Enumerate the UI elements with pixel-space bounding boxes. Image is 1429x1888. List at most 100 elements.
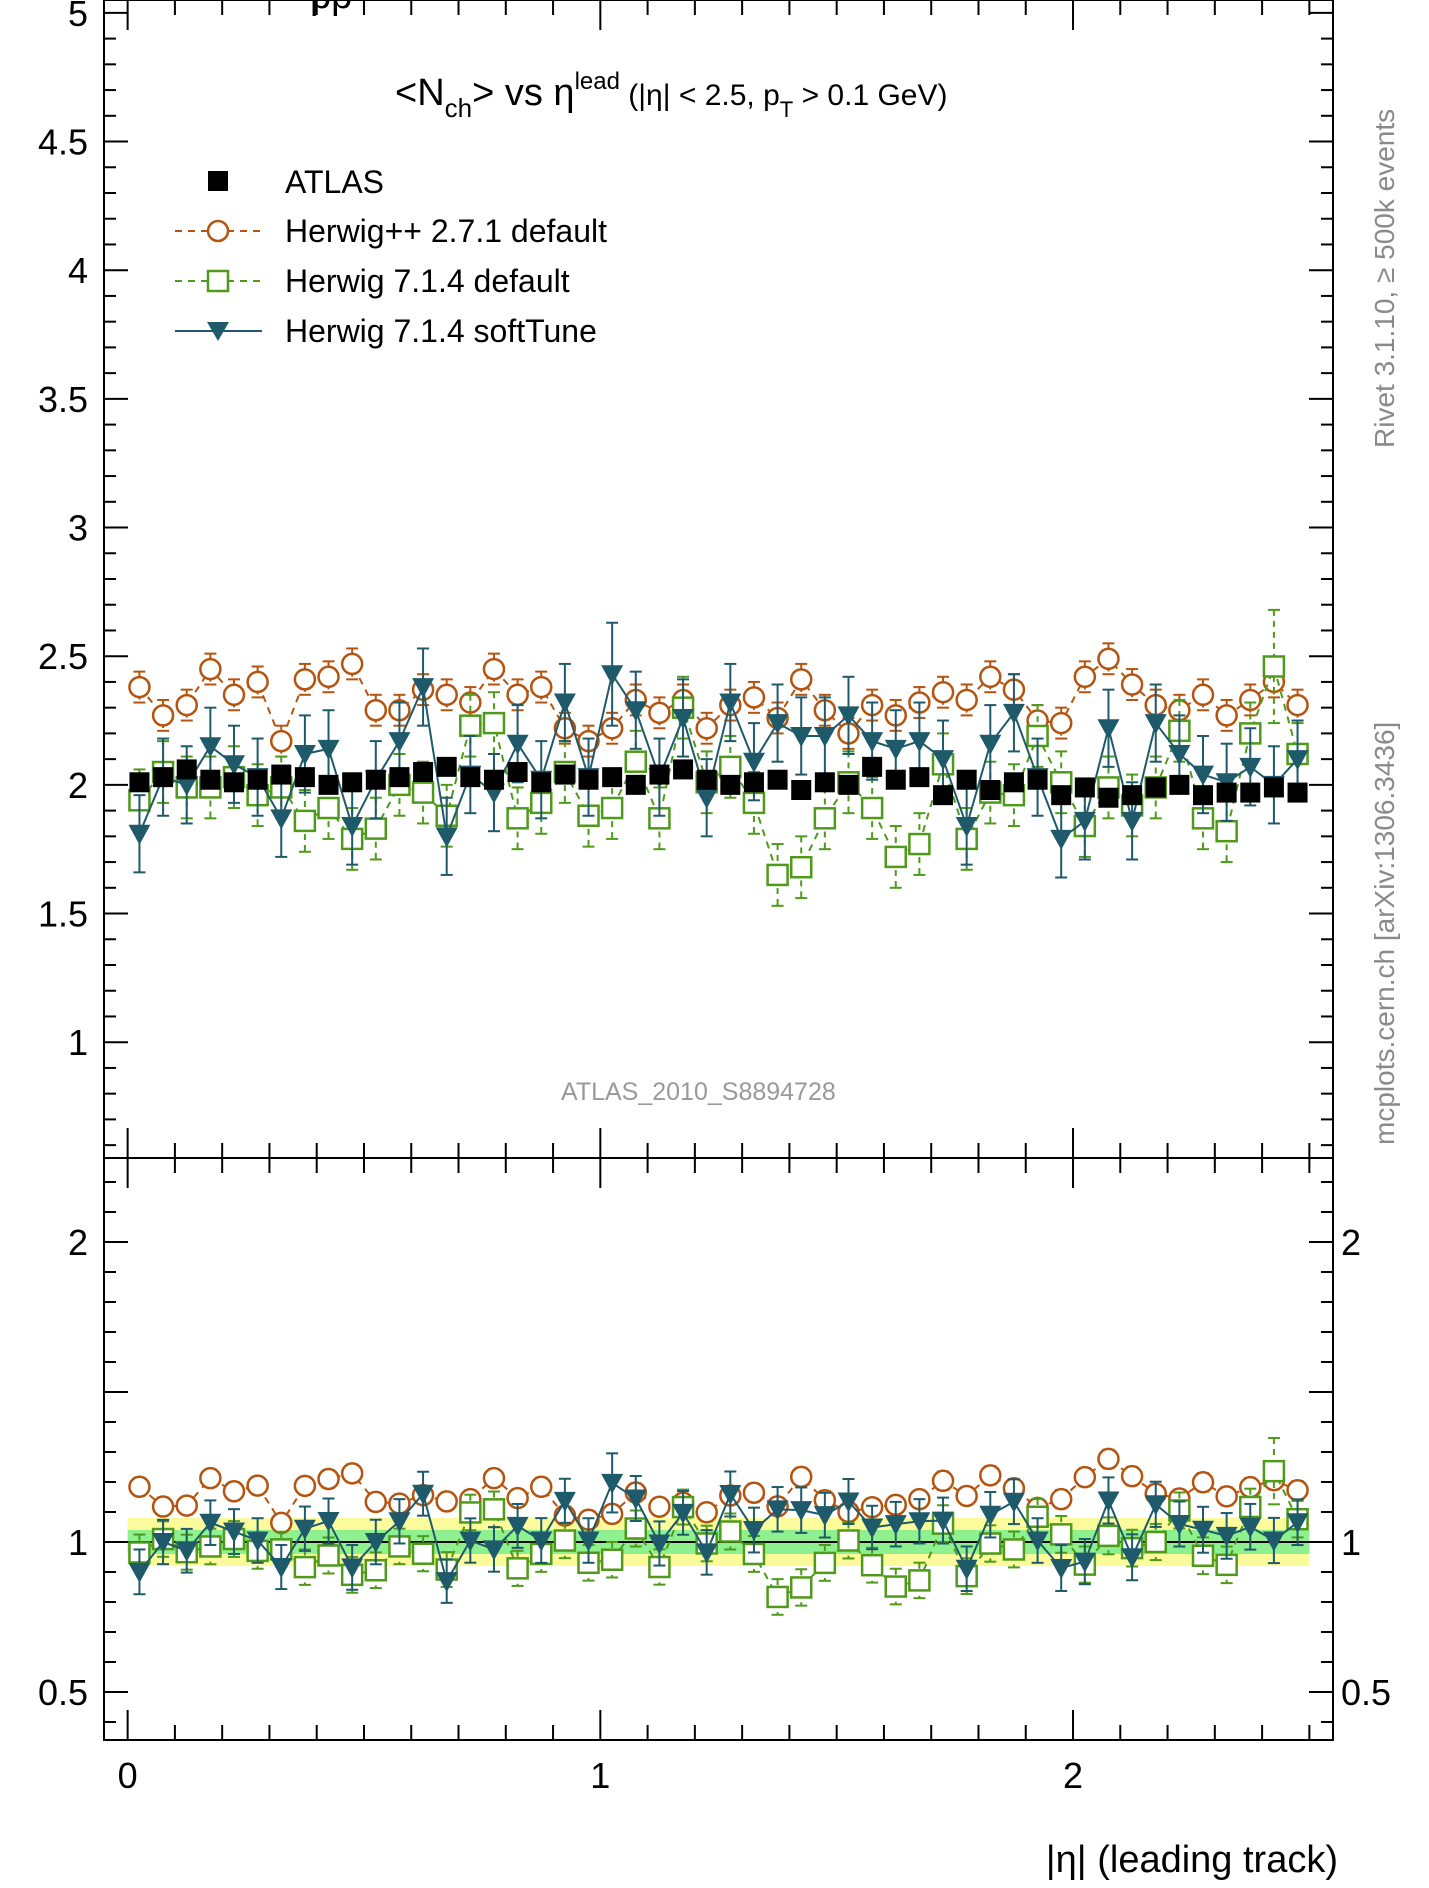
main-point-herwig7-softtune [270,809,293,830]
ratio-point-herwig7-default [766,1585,789,1609]
ratio-point-herwigpp [742,1481,766,1504]
ratio-point-herwig7-softtune [742,1521,765,1542]
main-point-herwigpp [222,683,246,707]
ratio-y-tick-label-right: 2 [1341,1222,1361,1263]
ratio-point-herwig7-softtune [222,1522,245,1543]
main-point-atlas [602,767,623,788]
ratio-point-herwig7-softtune [1097,1491,1120,1512]
main-point-herwigpp [979,665,1002,689]
main-point-atlas [1263,777,1284,798]
main-point-herwigpp [270,729,293,753]
legend-entry-herwig7-default: Herwig 7.1.4 default [175,263,570,299]
ratio-point-herwig7-softtune [790,1501,813,1522]
main-point-herwigpp [482,657,506,681]
ratio-point-herwig7-softtune [884,1515,907,1536]
main-point-herwig7-softtune [412,678,435,699]
ratio-point-herwigpp [222,1480,246,1503]
ratio-point-herwigpp [270,1511,293,1535]
ratio-frame [103,1157,1334,1741]
ratio-point-herwigpp [955,1484,978,1508]
ratio-point-herwig7-softtune [837,1492,860,1513]
main-point-herwig7-softtune [128,824,151,845]
main-point-herwig7-default [1215,819,1238,843]
main-line-herwigpp [138,657,1299,744]
main-point-atlas [554,764,575,785]
main-point-herwig7-softtune [719,693,742,714]
main-point-atlas [956,769,977,790]
ratio-point-herwig7-softtune [955,1559,978,1580]
ratio-point-herwig7-softtune [246,1531,269,1552]
ratio-point-herwig7-softtune [1262,1531,1285,1552]
main-point-herwig7-softtune [553,693,576,714]
main-point-herwig7-default [506,807,529,830]
ratio-point-herwigpp [1049,1487,1073,1511]
ratio-point-herwig7-softtune [719,1485,742,1505]
main-point-herwigpp [128,675,151,699]
main-point-herwigpp [1286,693,1309,717]
legend-label-atlas: ATLAS [285,164,384,200]
main-y-tick-label: 4.5 [38,122,88,163]
main-point-atlas [673,759,694,780]
main-point-herwig7-softtune [813,726,836,747]
main-point-atlas [342,772,363,793]
main-point-herwig7-softtune [790,726,813,747]
main-point-herwig7-default [766,863,789,887]
ratio-point-herwig7-softtune [553,1491,576,1512]
main-point-herwigpp [317,665,340,689]
main-point-atlas [247,769,268,790]
ratio-point-herwigpp [529,1475,553,1499]
x-tick-label: 0 [118,1755,138,1796]
top-clipped-title: pp [310,0,352,17]
main-point-atlas [1051,785,1072,806]
ratio-point-herwigpp [128,1475,151,1499]
ratio-point-herwig7-softtune [624,1489,647,1510]
panel-title: <Nch> vs ηlead (|η| < 2.5, pT > 0.1 GeV) [395,68,947,123]
x-tick-label: 1 [590,1755,610,1796]
legend-entry-atlas: ATLAS [208,164,384,200]
main-point-atlas [909,767,930,788]
ratio-y-tick-label-right: 1 [1341,1522,1361,1563]
ratio-point-herwig7-softtune [672,1503,695,1524]
main-point-herwig7-softtune [1050,829,1073,850]
side-label-top: Rivet 3.1.10, ≥ 500k events [1369,109,1400,448]
ratio-point-herwig7-softtune [861,1518,884,1539]
ratio-line-herwig7-softtune [138,1481,1299,1584]
main-point-atlas [507,762,528,782]
main-point-atlas [531,772,552,793]
main-point-herwig7-default [860,796,884,820]
main-point-atlas [649,764,670,785]
ratio-point-herwig7-default [860,1553,884,1577]
main-point-atlas [483,769,504,790]
main-point-herwig7-softtune [908,732,931,753]
legend: ATLAS Herwig++ 2.7.1 default Herwig 7.1.… [175,164,607,349]
main-point-herwig7-default [884,845,908,869]
main-line-herwig7-softtune [138,671,1299,841]
main-point-herwigpp [1120,673,1144,696]
ratio-point-herwig7-softtune [908,1512,931,1533]
main-point-atlas [460,767,481,788]
ratio-point-herwigpp [175,1494,198,1517]
main-point-herwig7-softtune [837,706,860,727]
main-point-herwigpp [931,680,955,704]
main-point-herwig7-softtune [317,739,340,760]
ratio-point-herwig7-default [1144,1530,1167,1554]
ratio-point-herwig7-softtune [459,1531,482,1552]
ratio-point-herwig7-softtune [341,1558,364,1579]
main-point-herwigpp [789,668,813,691]
ratio-point-herwig7-softtune [1121,1548,1144,1569]
main-point-atlas [436,756,457,777]
main-point-herwig7-default [293,809,317,833]
main-point-herwig7-softtune [742,752,765,773]
main-point-herwig7-softtune [175,775,198,796]
ratio-point-herwig7-softtune [1215,1526,1238,1547]
main-point-herwigpp [151,704,175,727]
main-point-herwig7-softtune [884,739,907,760]
main-point-atlas [271,764,292,785]
main-point-herwig7-softtune [672,708,695,729]
main-line-herwig7-default [138,663,1299,877]
main-point-atlas [791,780,812,801]
main-point-atlas [129,772,150,793]
ratio-point-herwig7-default [482,1498,506,1521]
main-point-atlas [696,769,717,790]
main-point-atlas [223,772,244,793]
